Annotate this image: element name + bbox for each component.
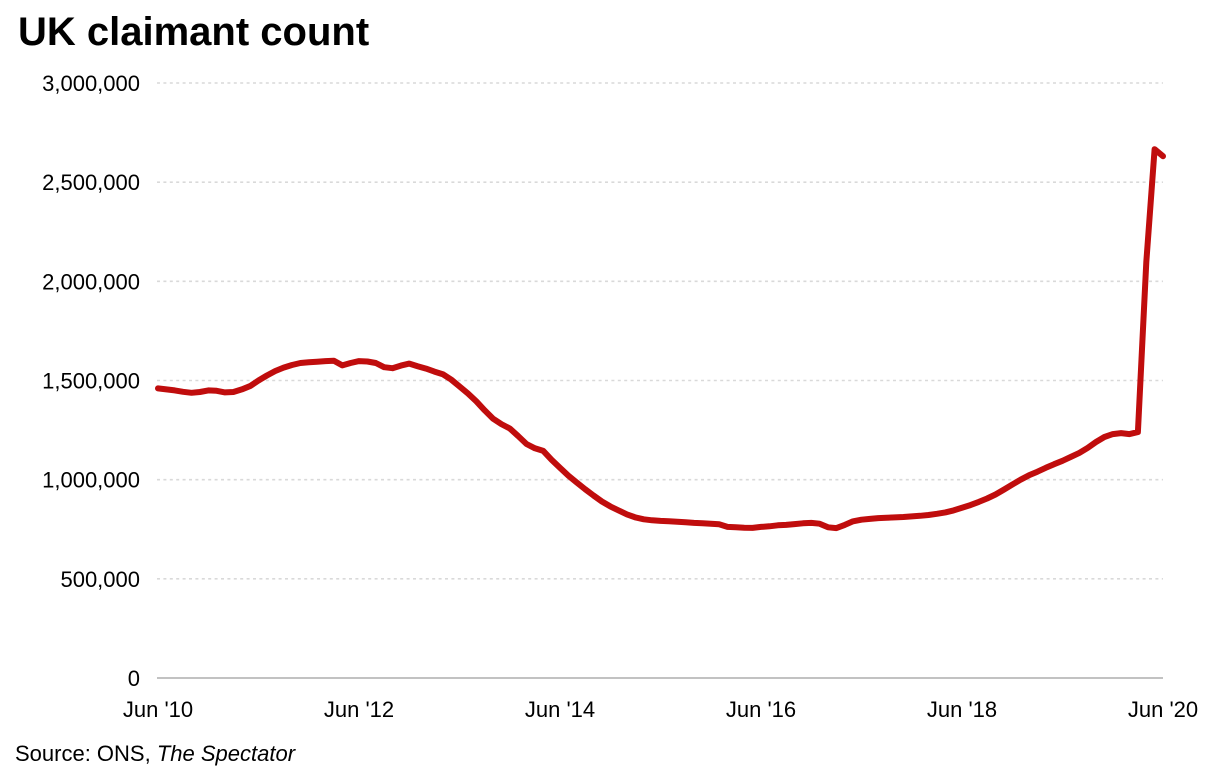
source-prefix: Source: ONS, (15, 741, 157, 766)
x-tick-label: Jun '16 (726, 697, 796, 722)
y-axis-labels: 0 500,000 1,000,000 1,500,000 2,000,000 2,500… (42, 71, 140, 691)
y-tick-label: 0 (128, 666, 140, 691)
y-tick-label: 2,000,000 (42, 269, 140, 294)
y-tick-label: 1,500,000 (42, 369, 140, 394)
source-note: Source: ONS, The Spectator (15, 741, 295, 767)
gridlines (157, 82, 1163, 679)
chart-title: UK claimant count (18, 10, 370, 54)
x-tick-label: Jun '20 (1128, 697, 1198, 722)
y-tick-label: 2,500,000 (42, 170, 140, 195)
source-publication: The Spectator (156, 741, 296, 766)
y-tick-label: 3,000,000 (42, 71, 140, 96)
y-tick-label: 1,000,000 (42, 468, 140, 493)
x-axis-labels: Jun '10 Jun '12 Jun '14 Jun '16 Jun '18 Jun '… (123, 697, 1198, 722)
claimant-count-line (155, 146, 1166, 532)
x-tick-label: Jun '14 (525, 697, 595, 722)
x-tick-label: Jun '18 (927, 697, 997, 722)
y-tick-label: 500,000 (60, 567, 140, 592)
x-tick-label: Jun '12 (324, 697, 394, 722)
x-tick-label: Jun '10 (123, 697, 193, 722)
